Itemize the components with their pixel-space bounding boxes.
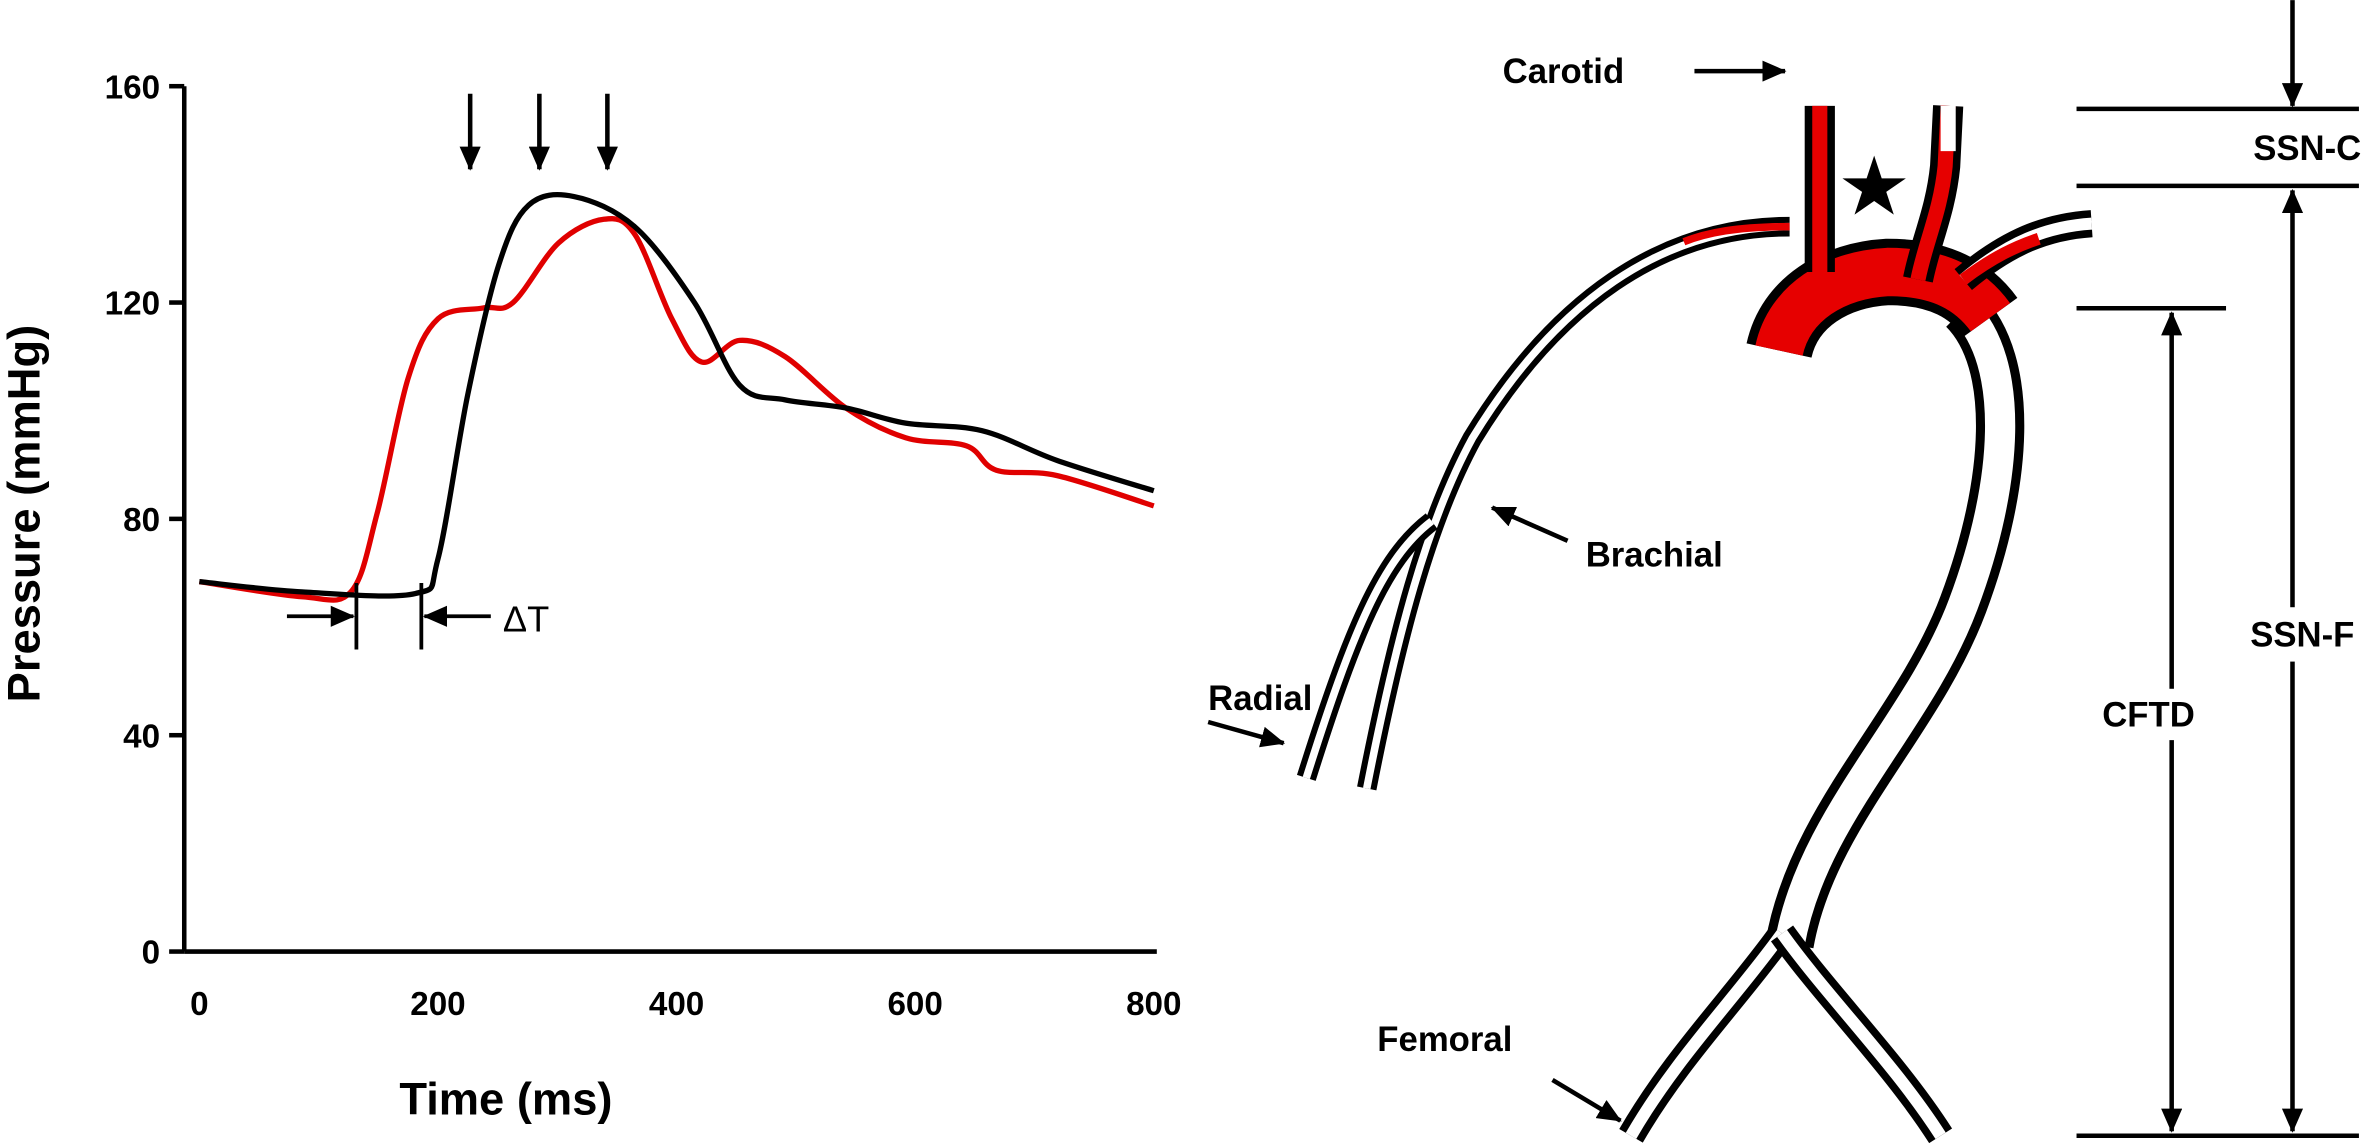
y-tick-label: 160 xyxy=(105,69,160,106)
radial-label: Radial xyxy=(1208,680,1312,718)
brachial-label: Brachial xyxy=(1586,536,1723,574)
carotid-label: Carotid xyxy=(1503,53,1625,91)
arterial-tree-diagram: Carotid Brachial Radial Femoral SSN-C SS… xyxy=(1207,0,2361,1144)
x-tick-label: 400 xyxy=(649,986,704,1023)
brachial-arrow xyxy=(1490,505,1569,543)
ssn-c-label: SSN-C xyxy=(2253,130,2361,168)
brachial-artery xyxy=(1296,216,1790,791)
ssn-f-label: SSN-F xyxy=(2250,616,2354,654)
delta-t-label: ΔT xyxy=(503,598,549,639)
x-tick-label: 600 xyxy=(887,986,942,1023)
y-tick-label: 80 xyxy=(123,502,160,539)
red-pressure-series xyxy=(198,216,1155,603)
aortic-arch xyxy=(1746,105,2093,360)
femoral-arrow xyxy=(1551,1077,1622,1123)
star-icon xyxy=(1842,155,1906,215)
radial-arrow xyxy=(1207,719,1286,748)
y-tick-label: 0 xyxy=(142,935,160,972)
femoral-label: Femoral xyxy=(1377,1021,1512,1059)
cftd-label: CFTD xyxy=(2102,697,2195,735)
y-tick-label: 120 xyxy=(105,286,160,323)
black-pressure-series xyxy=(199,192,1155,599)
delta-t-annotation: ΔT xyxy=(286,583,549,650)
pressure-chart: 0 40 80 120 160 0 200 400 600 800 Pressure (mmHg… xyxy=(0,69,1182,1124)
y-axis-label: Pressure (mmHg) xyxy=(0,325,49,703)
y-tick-label: 40 xyxy=(123,718,160,755)
distance-bars xyxy=(2076,0,2359,1139)
x-axis-label: Time (ms) xyxy=(399,1074,612,1125)
x-tick-label: 800 xyxy=(1126,986,1181,1023)
x-tick-label: 200 xyxy=(410,986,465,1023)
descending-aorta xyxy=(1619,292,2025,1144)
x-tick-label: 0 xyxy=(190,986,208,1023)
